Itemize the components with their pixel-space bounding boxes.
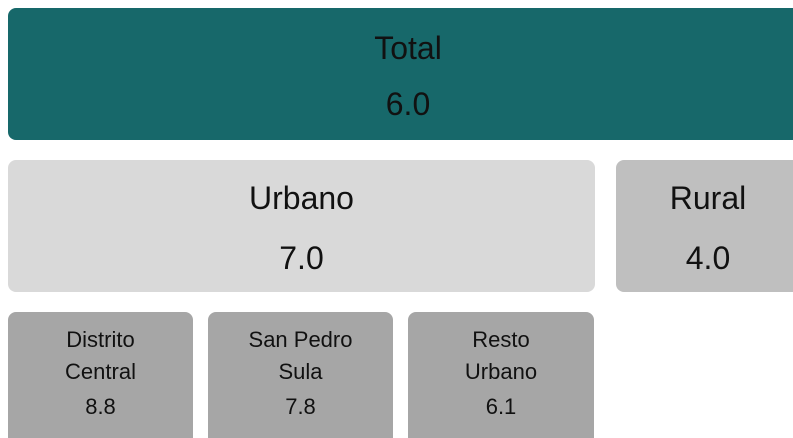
node-label: Rural xyxy=(669,180,747,216)
node-value: 6.1 xyxy=(485,394,517,419)
node-label: Distrito Central xyxy=(65,327,136,384)
node-label: San Pedro Sula xyxy=(248,327,353,384)
node-label: Urbano xyxy=(249,180,354,216)
node-rural: Rural 4.0 xyxy=(616,160,793,292)
node-label: Total xyxy=(374,30,442,66)
node-value: 8.8 xyxy=(85,394,116,419)
node-value: 4.0 xyxy=(685,240,731,276)
node-distrito-central: Distrito Central 8.8 xyxy=(8,312,193,438)
node-value: 7.0 xyxy=(279,240,324,276)
node-resto-urbano: Resto Urbano 6.1 xyxy=(408,312,594,438)
node-san-pedro-sula: San Pedro Sula 7.8 xyxy=(208,312,393,438)
node-total: Total 6.0 xyxy=(8,8,793,140)
node-label: Resto Urbano xyxy=(464,327,538,384)
node-value: 7.8 xyxy=(285,394,316,419)
node-value: 6.0 xyxy=(385,86,431,122)
node-urbano: Urbano 7.0 xyxy=(8,160,595,292)
